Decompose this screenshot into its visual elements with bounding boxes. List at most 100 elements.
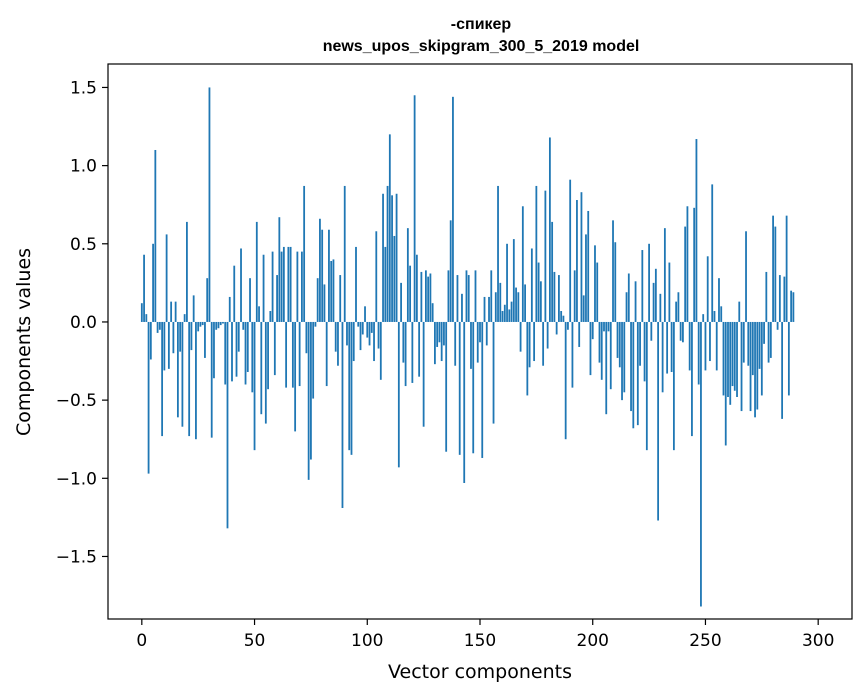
bar [249,278,251,322]
bar [751,321,754,376]
bar [253,321,256,451]
bar [634,281,637,322]
bar [630,321,632,412]
bar [233,265,236,322]
bar [391,195,393,322]
bar [217,321,220,329]
bar [476,321,479,363]
bar [526,321,529,396]
bar [510,301,513,322]
bar [445,321,448,452]
bar [296,251,299,322]
bar [186,221,188,322]
bar [512,239,515,322]
bar [488,296,490,322]
bar [454,321,457,366]
bar [379,321,382,380]
bar [161,321,164,437]
bar [215,321,218,330]
bar [251,321,254,393]
bar [197,321,200,332]
bar [776,321,779,330]
bar [576,200,578,322]
x-tick-label: 200 [577,631,609,651]
bar [727,321,729,397]
bar [754,321,756,418]
bar [427,276,430,322]
bar [555,321,558,335]
bar [778,275,781,322]
bar [530,248,533,322]
bar [386,185,389,322]
bar [258,306,260,322]
bar [350,321,353,455]
bar [298,321,301,387]
bar [452,96,454,322]
bar [729,321,732,405]
bar [355,246,357,322]
bar [749,321,752,412]
bar [589,321,592,376]
bar [192,295,195,322]
bar [643,321,646,382]
bar [587,210,590,322]
x-tick-label: 0 [136,631,147,651]
bar [501,311,504,322]
bar [517,292,520,322]
bar [420,271,423,322]
bar [415,254,418,322]
bar [718,278,720,322]
bar [276,275,278,322]
bar [343,185,346,322]
bar [546,321,549,349]
bar [208,87,211,322]
bar [384,246,387,322]
bar [183,314,186,322]
bar [199,321,202,327]
bar [720,306,723,322]
bar [341,321,344,508]
bar [537,262,540,322]
bar [483,296,486,322]
bar [783,276,786,322]
bar [143,254,145,322]
bar [267,321,269,390]
bar [657,321,660,521]
bar [472,321,475,454]
bar [675,301,678,322]
bar [704,321,707,371]
bar [553,271,556,322]
bar [485,321,488,346]
x-tick-label: 300 [802,631,834,651]
bar [542,321,545,366]
bar [467,275,470,322]
bar [614,242,617,322]
bar [440,321,443,362]
bar [395,193,398,322]
bar [618,321,621,368]
bar [210,321,213,438]
bar [650,321,653,341]
bar [244,321,247,385]
bar [508,309,511,322]
bar [431,303,434,322]
bar [271,251,274,322]
bar [677,292,680,322]
bar [404,321,407,387]
bar [585,234,587,322]
bar [623,321,626,393]
bar [481,321,484,458]
bar [242,321,245,330]
bar [434,321,436,365]
bar [709,321,711,362]
bar [206,278,209,322]
bar [393,235,396,322]
bar [573,270,576,322]
bar [280,251,283,322]
bar [524,284,526,322]
bar [300,251,303,322]
bar [627,273,630,322]
bar [654,268,657,322]
chart-title-line1: -спикер [451,16,512,33]
bar [697,321,700,385]
